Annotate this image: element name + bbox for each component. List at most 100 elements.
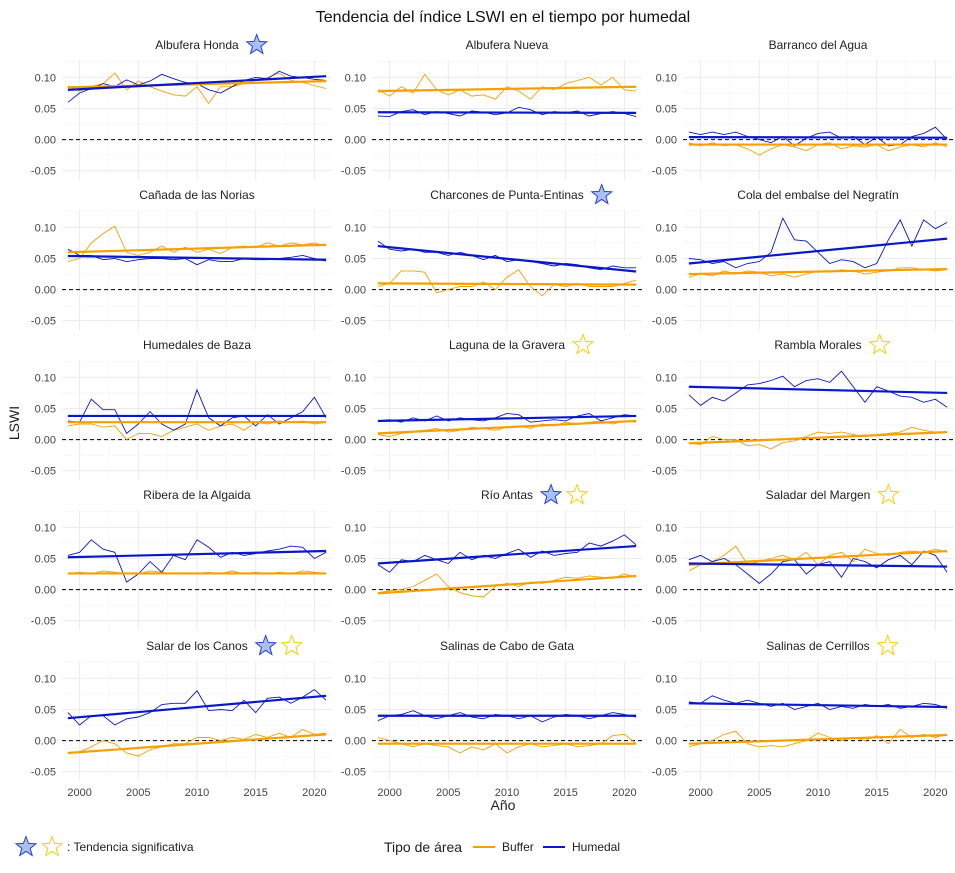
panel-title: Cola del embalse del Negratín [737,188,898,202]
legend-significance: : Tendencia significativa [14,835,194,857]
y-tick-label: 0.10 [345,673,366,685]
legend-label-humedal: Humedal [572,840,620,854]
y-tick-label: -0.05 [341,767,366,779]
y-tick-label: -0.05 [652,767,677,779]
y-axis-label: LSWI [6,406,22,440]
panel-title: Laguna de la Gravera [449,338,565,352]
star-icon-buffer [571,333,595,355]
y-tick-label: -0.05 [31,767,56,779]
facet-panel: Albufera Nueva -0.05 0.00 0.05 0.10 [341,38,642,180]
y-tick-label: 0.05 [345,253,366,265]
y-tick-label: 0.00 [35,585,56,597]
y-tick-label: -0.05 [652,616,677,628]
panel-title: Salinas de Cabo de Gata [440,639,574,653]
legend-title: Tipo de área [384,839,462,855]
y-tick-label: 0.05 [656,253,677,265]
legend-area-type: Tipo de área Buffer Humedal [384,839,620,855]
y-tick-label: 0.00 [345,585,366,597]
y-tick-label: -0.05 [652,316,677,328]
trend-line-humedal [67,75,327,91]
star-icon-buffer [877,483,900,505]
facet-panel: Salinas de Cerrillos -0.05 0.00 0.05 0.10 200… [652,634,953,799]
y-tick-label: 0.05 [345,553,366,565]
panel-title: Rambla Morales [774,338,861,352]
y-tick-label: -0.05 [341,316,366,328]
y-tick-label: 0.10 [345,522,366,534]
y-tick-label: -0.05 [652,466,677,478]
y-tick-label: 0.00 [656,736,677,748]
trend-line-humedal [67,549,327,559]
y-tick-label: 0.05 [35,253,56,265]
panel-title: Humedales de Baza [143,338,251,352]
x-tick-label: 2020 [923,787,947,799]
y-tick-label: 0.05 [345,103,366,115]
trend-line-humedal [688,562,948,568]
star-icon-humedal [539,483,563,505]
panel-title: Salinas de Cerrillos [766,639,869,653]
facet-panel: Laguna de la Gravera -0.05 0.00 0.05 0.10 [341,333,642,480]
x-tick-label: 2000 [377,787,401,799]
facet-panel: Barranco del Agua -0.05 0.00 0.05 0.10 [652,38,953,180]
y-tick-label: 0.05 [35,553,56,565]
facet-panel: Charcones de Punta-Entinas -0.05 0.00 0.05 0… [341,183,642,330]
y-tick-label: 0.05 [35,403,56,415]
y-tick-label: 0.10 [345,222,366,234]
y-tick-label: 0.10 [656,222,677,234]
y-tick-label: 0.00 [345,736,366,748]
trend-line-buffer [377,419,637,435]
trend-line-buffer [67,733,327,755]
y-tick-label: -0.05 [341,466,366,478]
x-tick-label: 2010 [806,787,830,799]
x-tick-label: 2015 [553,787,577,799]
star-icon-humedal [590,183,614,205]
y-tick-label: 0.10 [656,522,677,534]
series-line-humedal [688,370,948,408]
trend-line-buffer [688,431,948,445]
y-tick-label: 0.00 [35,135,56,147]
x-axis-label: Año [491,797,516,813]
y-tick-label: 0.10 [656,673,677,685]
chart-title: Tendencia del índice LSWI en el tiempo p… [316,9,690,26]
star-icon-buffer [280,634,304,656]
trend-line-buffer [67,80,327,89]
y-tick-label: 0.10 [345,72,366,84]
star-icon-humedal [254,634,278,656]
x-tick-label: 2015 [243,787,267,799]
y-tick-label: 0.00 [345,435,366,447]
panels-grid: Albufera Honda-0.050.000.050.10Albufera … [31,33,953,799]
y-tick-label: 0.10 [35,372,56,384]
star-icon-buffer [40,835,64,857]
y-tick-label: -0.05 [31,616,56,628]
trend-line-humedal [67,694,327,720]
trend-line-buffer [67,243,327,254]
y-tick-label: 0.05 [656,403,677,415]
facet-panel: Saladar del Margen -0.05 0.00 0.05 0.10 [652,483,953,630]
series-line-buffer [377,573,637,598]
y-tick-label: 0.05 [656,553,677,565]
series-line-buffer [688,728,948,748]
y-tick-label: 0.00 [656,285,677,297]
y-tick-label: 0.00 [656,585,677,597]
y-tick-label: 0.10 [656,72,677,84]
trend-line-humedal [377,414,637,423]
y-tick-label: -0.05 [31,166,56,178]
y-tick-label: 0.10 [35,222,56,234]
y-tick-label: 0.10 [345,372,366,384]
panel-title: Barranco del Agua [769,38,868,52]
y-tick-label: 0.00 [35,435,56,447]
series-line-buffer [688,426,948,450]
y-tick-label: 0.00 [656,435,677,447]
x-tick-label: 2005 [747,787,771,799]
star-icon-humedal [14,835,38,857]
y-tick-label: 0.05 [345,704,366,716]
x-tick-label: 2020 [302,787,326,799]
series-line-buffer [67,728,327,757]
series-line-buffer [377,269,637,297]
y-tick-label: -0.05 [31,316,56,328]
x-tick-label: 2000 [688,787,712,799]
y-tick-label: -0.05 [341,166,366,178]
facet-panel: Albufera Honda -0.05 0.00 0.05 0.10 [31,33,332,180]
y-tick-label: 0.00 [656,135,677,147]
legend-label-buffer: Buffer [502,840,534,854]
